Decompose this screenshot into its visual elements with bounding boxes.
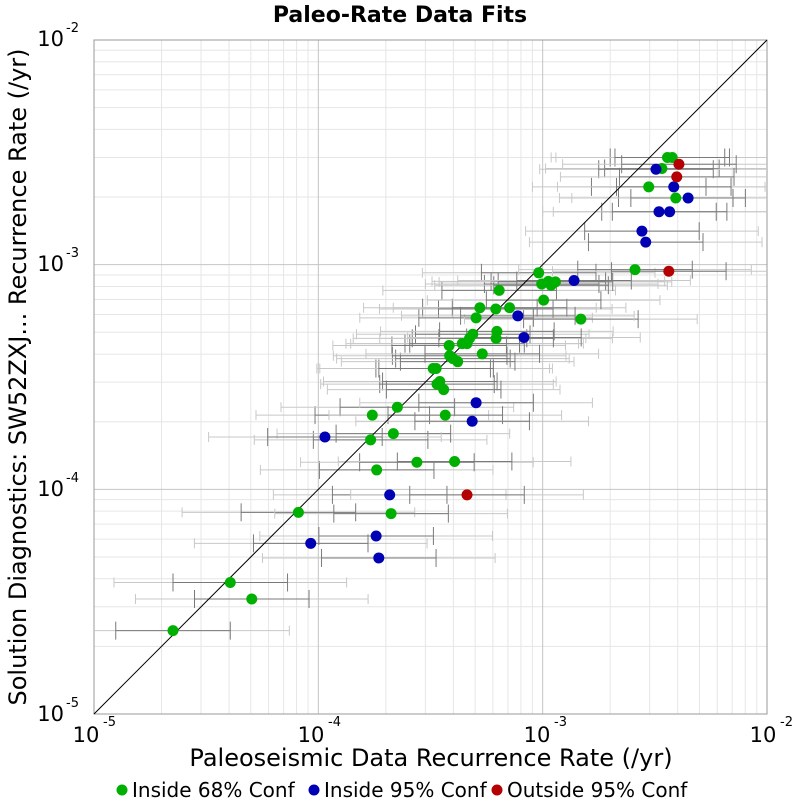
data-point-series-0 — [443, 339, 455, 351]
plot-frame — [93, 39, 768, 715]
y-axis-label: Solution Diagnostics: SW52ZXJ... Recurre… — [4, 48, 32, 705]
legend-label-series-1: Inside 95% Conf — [324, 778, 488, 802]
y-tick-exponent: -3 — [66, 246, 79, 261]
data-point-series-1 — [664, 206, 676, 218]
data-point-series-0 — [292, 506, 304, 518]
axis-tick-labels: 10-510 -510-410 -410-310 -310-210 -2 — [37, 21, 793, 747]
data-point-series-1 — [373, 552, 385, 564]
legend-marker-series-2 — [491, 784, 503, 796]
data-point-series-0 — [246, 593, 258, 605]
data-point-series-1 — [319, 431, 331, 443]
data-point-series-0 — [391, 401, 403, 413]
one-to-one-reference-line — [93, 39, 768, 715]
data-point-series-0 — [670, 192, 682, 204]
data-point-series-0 — [365, 434, 377, 446]
data-point-series-0 — [387, 428, 399, 440]
data-point-series-2 — [461, 489, 473, 501]
data-point-series-0 — [643, 181, 655, 193]
data-point-series-1 — [470, 397, 482, 409]
data-point-series-0 — [533, 267, 545, 279]
data-point-series-1 — [370, 530, 382, 542]
x-tick-exponent: -5 — [103, 715, 116, 730]
data-point-series-0 — [452, 356, 464, 368]
error-bars — [94, 148, 767, 640]
y-tick-label: 10 — [37, 252, 64, 276]
y-tick-label: 10 — [37, 27, 64, 51]
data-point-series-1 — [384, 489, 396, 501]
legend: Inside 68% Conf Inside 95% Conf Outside 95… — [116, 778, 688, 802]
data-point-series-0 — [491, 325, 503, 337]
data-point-series-1 — [466, 415, 478, 427]
data-point-series-2 — [663, 265, 675, 277]
legend-label-series-2: Outside 95% Conf — [507, 778, 688, 802]
data-point-series-0 — [411, 456, 423, 468]
data-point-series-1 — [636, 225, 648, 237]
chart-title: Paleo-Rate Data Fits — [273, 3, 527, 28]
legend-marker-series-0 — [116, 784, 128, 796]
y-tick-exponent: -4 — [66, 471, 79, 486]
legend-marker-series-1 — [308, 784, 320, 796]
x-tick-label: 10 — [524, 723, 551, 747]
data-point-series-0 — [438, 384, 450, 396]
x-tick-label: 10 — [73, 723, 100, 747]
data-point-series-2 — [671, 171, 683, 183]
data-point-series-1 — [640, 236, 652, 248]
data-point-series-0 — [493, 284, 505, 296]
data-point-series-1 — [653, 206, 665, 218]
data-point-series-1 — [650, 163, 662, 175]
data-point-series-0 — [371, 464, 383, 476]
y-tick-exponent: -2 — [66, 21, 79, 36]
data-point-series-0 — [476, 348, 488, 360]
data-point-series-0 — [474, 302, 486, 314]
data-point-series-0 — [224, 576, 236, 588]
y-tick-exponent: -5 — [66, 696, 79, 711]
data-point-series-0 — [504, 302, 516, 314]
data-point-series-2 — [673, 158, 685, 170]
data-point-series-0 — [538, 294, 550, 306]
x-tick-label: 10 — [298, 723, 325, 747]
x-axis-label: Paleoseismic Data Recurrence Rate (/yr) — [189, 744, 672, 772]
data-point-series-0 — [385, 508, 397, 520]
data-point-series-0 — [490, 303, 502, 315]
data-point-series-0 — [366, 409, 378, 421]
data-point-series-0 — [439, 409, 451, 421]
data-point-series-0 — [575, 313, 587, 325]
data-point-series-1 — [512, 310, 524, 322]
x-tick-label: 10 — [750, 723, 777, 747]
x-tick-exponent: -2 — [780, 715, 793, 730]
data-point-series-0 — [666, 151, 678, 163]
data-point-series-1 — [668, 181, 680, 193]
data-point-series-0 — [629, 264, 641, 276]
data-point-series-1 — [682, 192, 694, 204]
data-point-series-1 — [518, 332, 530, 344]
data-point-series-0 — [430, 363, 442, 375]
y-tick-label: 10 — [37, 702, 64, 726]
x-tick-exponent: -3 — [554, 715, 567, 730]
data-point-series-1 — [568, 275, 580, 287]
data-point-series-0 — [167, 625, 179, 637]
y-tick-label: 10 — [37, 477, 64, 501]
data-point-series-0 — [449, 456, 461, 468]
legend-label-series-0: Inside 68% Conf — [132, 778, 296, 802]
data-point-series-0 — [467, 328, 479, 340]
x-tick-exponent: -4 — [328, 715, 341, 730]
data-points — [167, 151, 694, 637]
data-point-series-1 — [305, 537, 317, 549]
data-point-series-0 — [549, 276, 561, 288]
data-point-series-0 — [470, 312, 482, 324]
